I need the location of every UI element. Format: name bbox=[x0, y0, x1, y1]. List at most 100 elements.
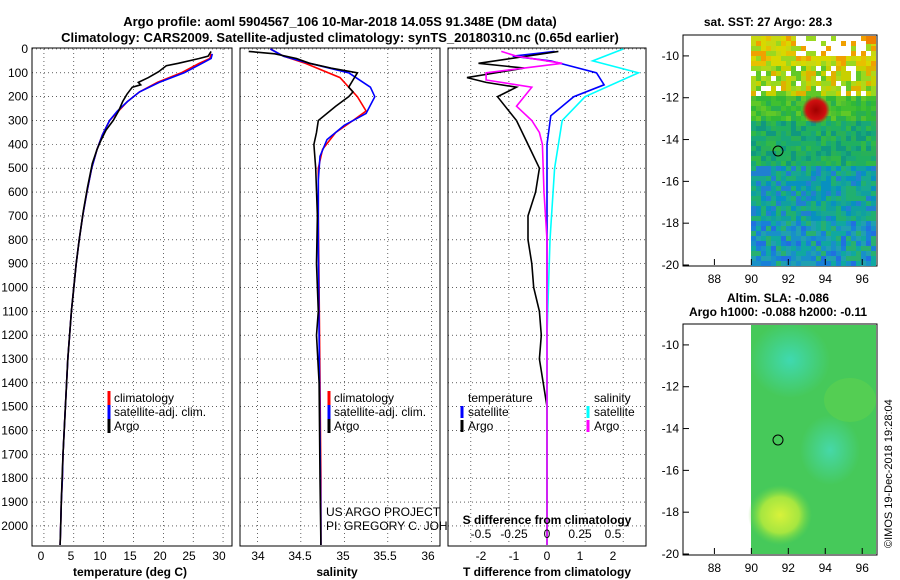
sst-cell bbox=[751, 101, 756, 106]
sst-cell bbox=[786, 96, 791, 101]
sst-cell bbox=[761, 201, 766, 206]
sst-cell bbox=[826, 221, 831, 226]
sst-cell bbox=[761, 61, 766, 66]
sst-cell bbox=[861, 221, 866, 226]
tick-sal-35-5: 35.5 bbox=[373, 549, 397, 563]
sst-cell bbox=[786, 86, 791, 91]
sst-cell bbox=[776, 161, 781, 166]
sst-cell bbox=[766, 61, 771, 66]
sst-cell bbox=[851, 146, 856, 151]
sst-cell bbox=[816, 196, 821, 201]
sst-cell bbox=[816, 201, 821, 206]
sst-cell bbox=[751, 141, 756, 146]
sst-cell bbox=[801, 131, 806, 136]
sst-cell bbox=[796, 196, 801, 201]
sst-cell bbox=[871, 261, 876, 266]
sst-cell bbox=[836, 186, 841, 191]
sst-cell bbox=[826, 156, 831, 161]
sst-cell bbox=[831, 251, 836, 256]
sst-cell bbox=[766, 261, 771, 266]
sst-cell bbox=[831, 241, 836, 246]
sst-cell bbox=[831, 96, 836, 101]
sst-cell bbox=[751, 226, 756, 231]
map-ytick-label: -14 bbox=[662, 133, 680, 147]
depth-tick-label: 1900 bbox=[1, 495, 28, 509]
sst-cell bbox=[791, 241, 796, 246]
sst-cell bbox=[841, 146, 846, 151]
sst-cell bbox=[846, 181, 851, 186]
depth-tick-label: 600 bbox=[8, 185, 28, 199]
sst-cell bbox=[841, 211, 846, 216]
map-ytick-label: -16 bbox=[662, 463, 680, 477]
sst-cell bbox=[851, 171, 856, 176]
sst-cell bbox=[841, 61, 846, 66]
sst-cell bbox=[861, 261, 866, 266]
sst-cell bbox=[791, 211, 796, 216]
sst-cell bbox=[826, 181, 831, 186]
sst-cell bbox=[826, 211, 831, 216]
sst-cell bbox=[786, 146, 791, 151]
sst-cell bbox=[856, 101, 861, 106]
sst-cell bbox=[851, 116, 856, 121]
depth-tick-label: 700 bbox=[8, 209, 28, 223]
sst-cell bbox=[761, 236, 766, 241]
sst-cell bbox=[866, 141, 871, 146]
sst-cell bbox=[836, 101, 841, 106]
sst-cell bbox=[751, 46, 756, 51]
sst-cell bbox=[811, 196, 816, 201]
sst-cell bbox=[866, 261, 871, 266]
sst-cell bbox=[801, 186, 806, 191]
sst-cell bbox=[856, 151, 861, 156]
sst-cell bbox=[841, 151, 846, 156]
sst-cell bbox=[781, 226, 786, 231]
sst-cell bbox=[826, 241, 831, 246]
sst-cell bbox=[861, 106, 866, 111]
sst-cell bbox=[751, 241, 756, 246]
sst-cell bbox=[796, 216, 801, 221]
sst-cell bbox=[756, 46, 761, 51]
sst-cell bbox=[791, 71, 796, 76]
sst-cell bbox=[841, 231, 846, 236]
sst-cell bbox=[831, 181, 836, 186]
sst-cell bbox=[851, 186, 856, 191]
sst-cell bbox=[861, 146, 866, 151]
sst-cell bbox=[801, 101, 806, 106]
sst-cell bbox=[856, 206, 861, 211]
sst-cell bbox=[776, 176, 781, 181]
sst-cell bbox=[846, 256, 851, 261]
sst-cell bbox=[821, 56, 826, 61]
sst-cell bbox=[851, 161, 856, 166]
sst-cell bbox=[786, 116, 791, 121]
sst-cell bbox=[836, 136, 841, 141]
sst-cell bbox=[756, 146, 761, 151]
map-ytick-label: -18 bbox=[662, 216, 680, 230]
sst-cell bbox=[841, 201, 846, 206]
sst-cell bbox=[841, 206, 846, 211]
sst-cell bbox=[841, 91, 846, 96]
sst-cell bbox=[836, 141, 841, 146]
sst-cell bbox=[821, 171, 826, 176]
sst-cell bbox=[756, 186, 761, 191]
sst-cell bbox=[756, 176, 761, 181]
sst-cell bbox=[866, 191, 871, 196]
sst-cell bbox=[796, 246, 801, 251]
sst-cell bbox=[806, 146, 811, 151]
sst-cell bbox=[861, 136, 866, 141]
sst-cell bbox=[821, 181, 826, 186]
sst-cell bbox=[761, 226, 766, 231]
sst-cell bbox=[776, 71, 781, 76]
sst-cell bbox=[846, 96, 851, 101]
sst-cell bbox=[781, 236, 786, 241]
sst-cell bbox=[866, 106, 871, 111]
sst-cell bbox=[781, 176, 786, 181]
tick-sdiff-0: 0 bbox=[544, 527, 551, 541]
sst-cell bbox=[766, 91, 771, 96]
sst-cell bbox=[801, 81, 806, 86]
sst-cell bbox=[796, 66, 801, 71]
sst-cell bbox=[756, 66, 761, 71]
sst-cell bbox=[841, 216, 846, 221]
sst-cell bbox=[801, 126, 806, 131]
sst-cell bbox=[841, 71, 846, 76]
sla-map-title-2: Argo h1000: -0.088 h2000: -0.11 bbox=[689, 305, 867, 319]
sst-cell bbox=[871, 216, 876, 221]
